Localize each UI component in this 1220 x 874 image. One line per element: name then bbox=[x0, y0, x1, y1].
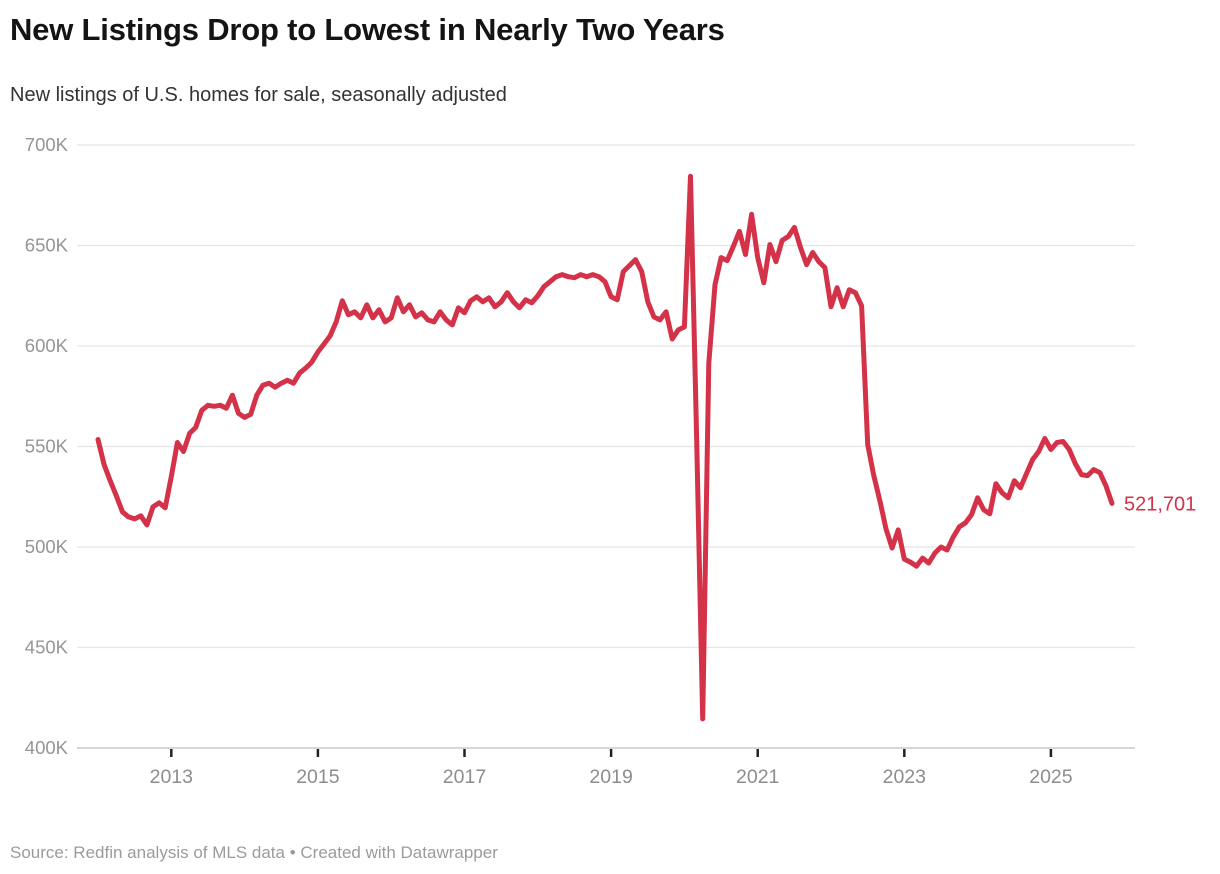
x-axis-label: 2023 bbox=[883, 766, 926, 788]
x-axis-label: 2025 bbox=[1029, 766, 1073, 788]
chart-title: New Listings Drop to Lowest in Nearly Tw… bbox=[10, 12, 725, 47]
x-axis-label: 2019 bbox=[589, 766, 632, 788]
x-axis-label: 2013 bbox=[150, 766, 193, 788]
y-axis-label: 550K bbox=[25, 436, 69, 457]
data-line-new-listings bbox=[95, 173, 1115, 722]
y-axis-label: 450K bbox=[25, 637, 69, 658]
y-axis-label: 700K bbox=[25, 134, 69, 155]
x-axis-label: 2015 bbox=[296, 766, 340, 788]
y-axis-label: 400K bbox=[25, 737, 69, 758]
x-axis-label: 2021 bbox=[736, 766, 779, 788]
chart-subtitle: New listings of U.S. homes for sale, sea… bbox=[10, 84, 507, 106]
source-note: Source: Redfin analysis of MLS data • Cr… bbox=[10, 843, 498, 862]
end-value-label: 521,701 bbox=[1124, 493, 1196, 515]
x-axis-label: 2017 bbox=[443, 766, 486, 788]
y-axis-label: 650K bbox=[25, 235, 69, 256]
y-axis-label: 500K bbox=[25, 536, 69, 557]
y-axis-label: 600K bbox=[25, 335, 69, 356]
